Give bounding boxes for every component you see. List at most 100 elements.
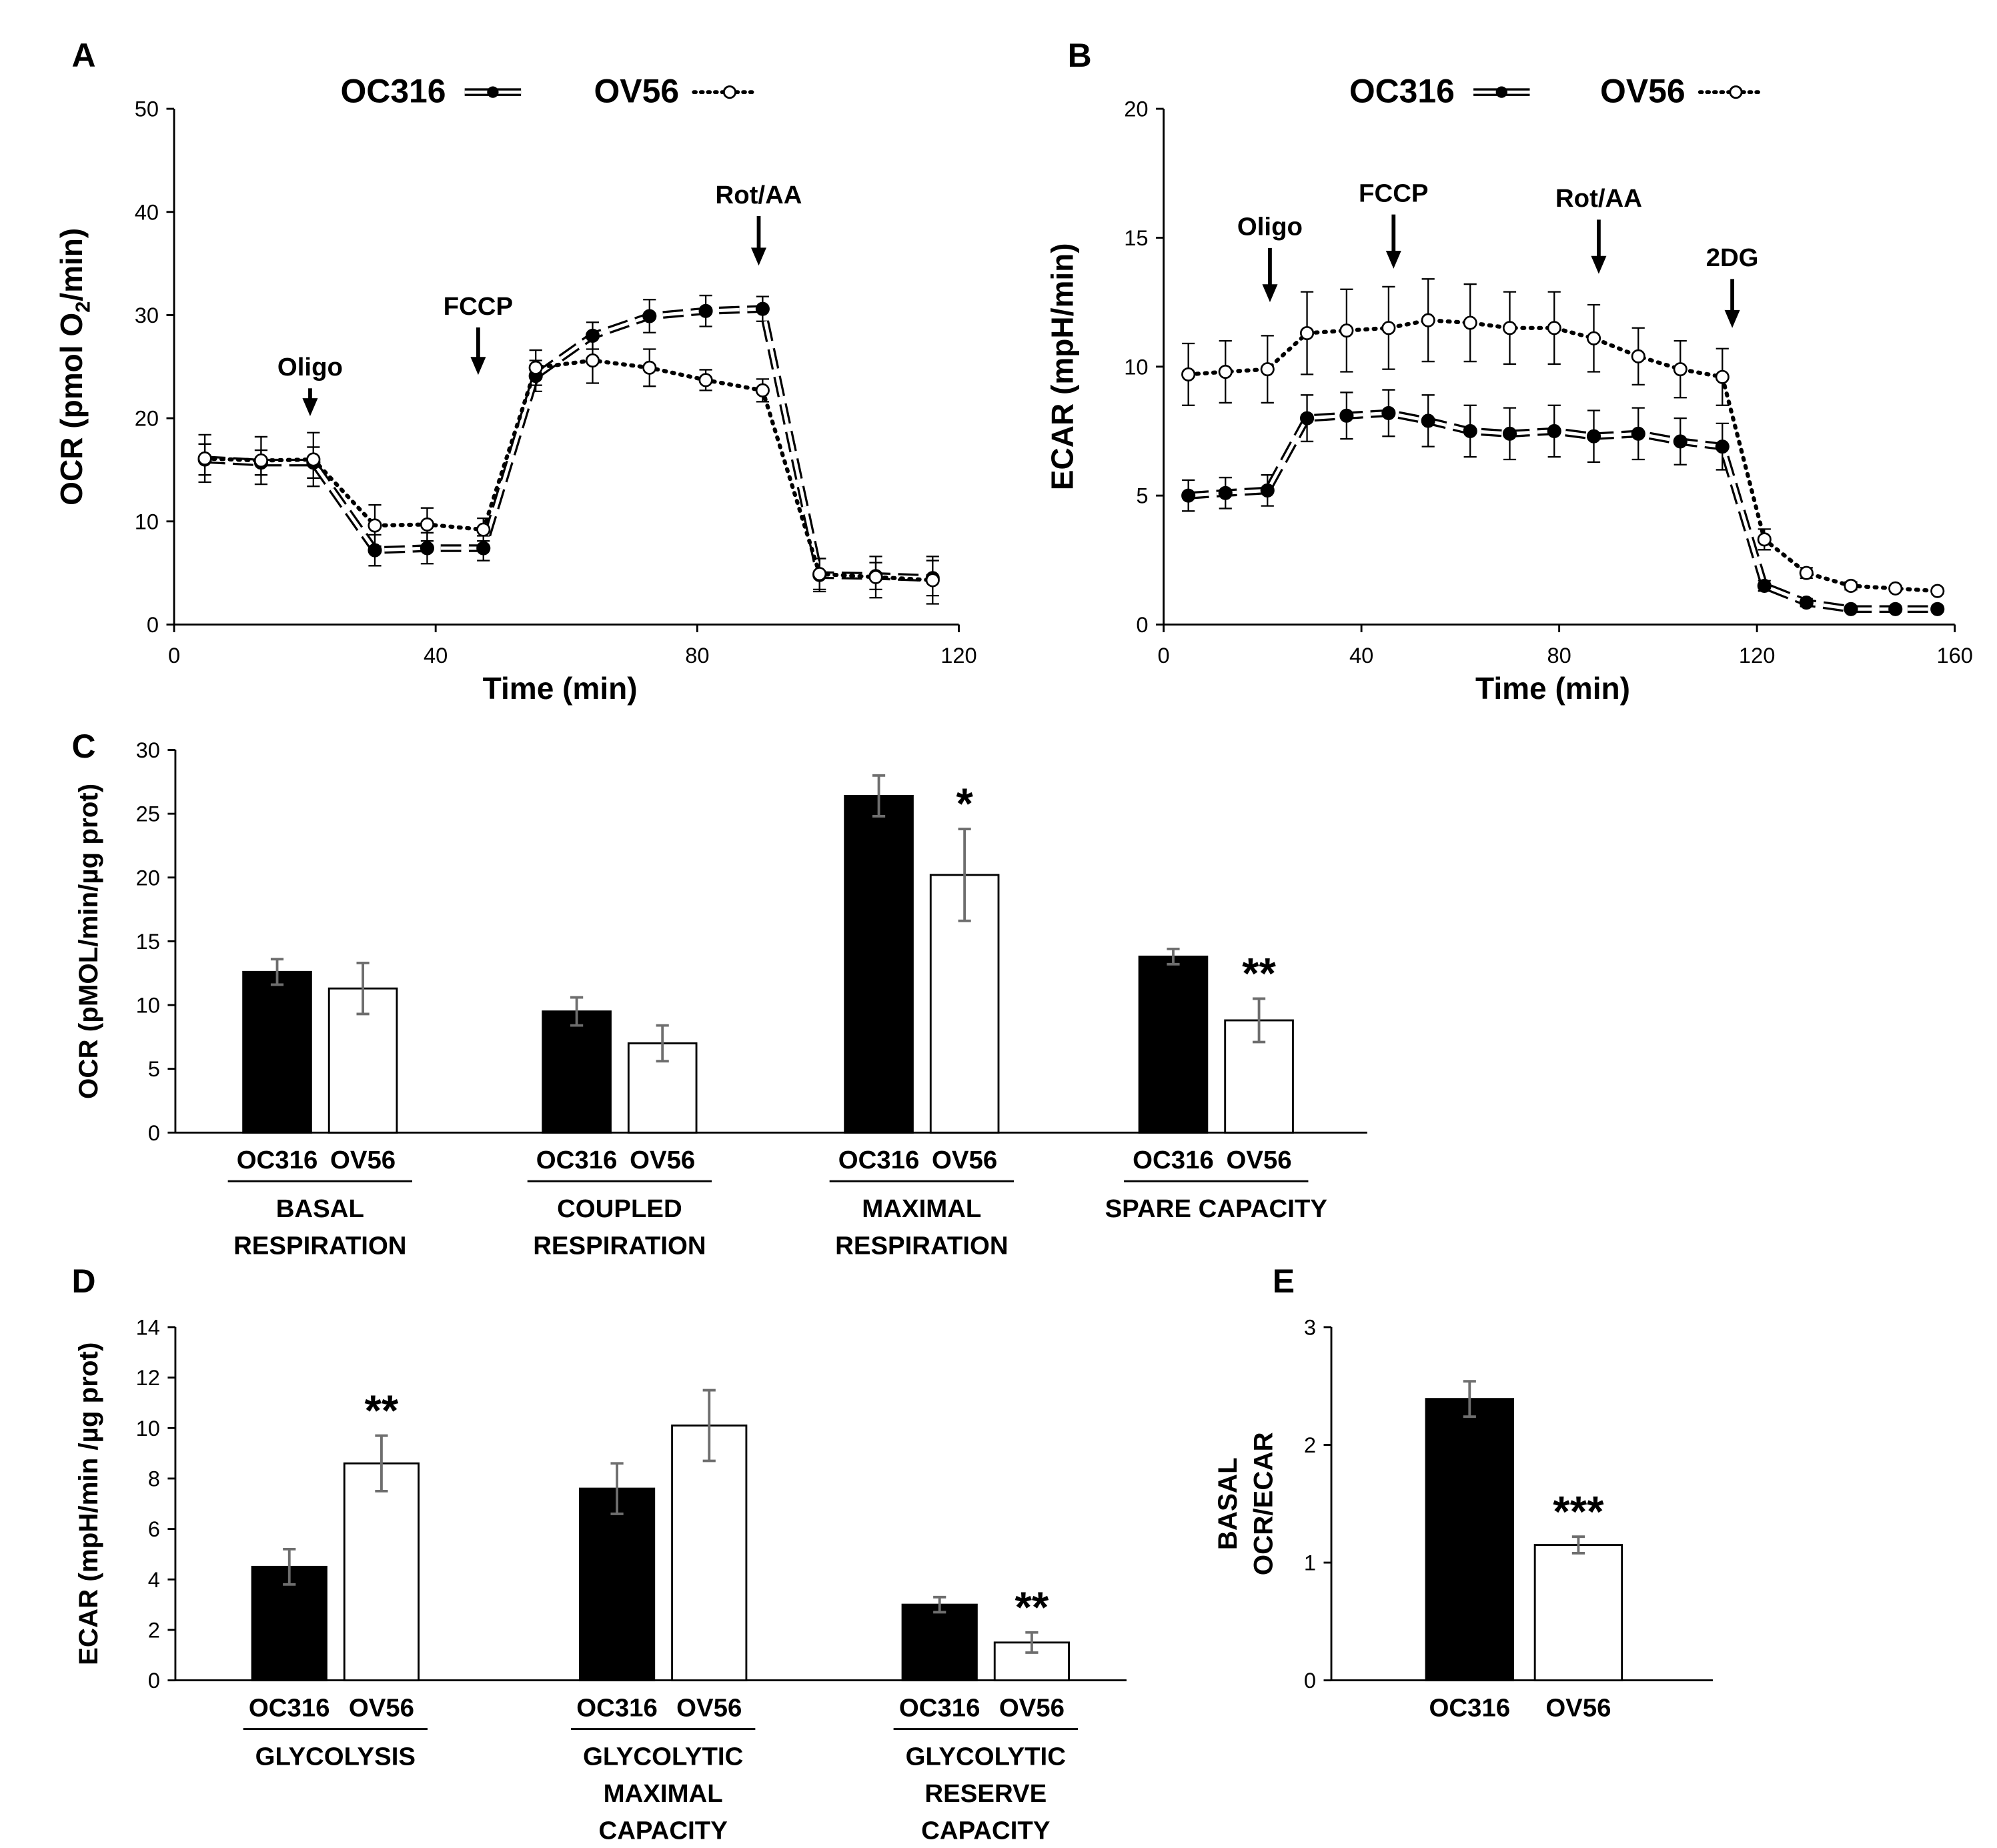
x-tick-label: 0 [168, 643, 180, 668]
group-label: CAPACITY [921, 1817, 1050, 1845]
y-tick-label: 4 [148, 1567, 160, 1592]
y-tick-label: 25 [136, 802, 160, 826]
annotation-arrow-head [1724, 309, 1740, 328]
data-point-oc316 [1888, 602, 1903, 616]
bar-label: OV56 [999, 1693, 1065, 1722]
data-point-oc316 [1260, 483, 1275, 498]
data-point-oc316 [1339, 408, 1354, 423]
annotation-arrow-head [1262, 284, 1278, 303]
data-point-oc316 [1673, 434, 1688, 449]
significance-marker: ** [365, 1386, 399, 1435]
bar-oc316 [901, 1603, 978, 1682]
series-line-ov56 [1186, 318, 1940, 594]
data-point-ov56 [1757, 532, 1772, 547]
data-point-oc316 [1715, 439, 1730, 454]
bar-oc316 [242, 970, 312, 1134]
bar-label: OC316 [838, 1146, 920, 1174]
data-point-oc316 [1463, 423, 1477, 439]
bar-label: OC316 [237, 1146, 318, 1174]
y-axis-title: ECAR (mpH/min) [1045, 243, 1079, 490]
group-label: GLYCOLYSIS [255, 1742, 416, 1771]
annotation-label-rot-aa: Rot/AA [715, 181, 802, 209]
y-tick-label: 20 [135, 406, 159, 431]
bar-label: OV56 [932, 1146, 997, 1174]
bar-ov56 [671, 1425, 748, 1682]
data-point-ov56 [1502, 321, 1517, 335]
data-point-oc316 [1502, 426, 1517, 441]
y-tick-label: 3 [1304, 1314, 1316, 1339]
bar-label: OC316 [576, 1693, 658, 1722]
group-label: GLYCOLYTIC [906, 1742, 1066, 1771]
annotation-arrow-head [1385, 250, 1401, 269]
y-tick-label: 0 [1304, 1668, 1316, 1693]
data-point-oc316 [755, 301, 770, 316]
group-label: RESERVE [924, 1779, 1047, 1808]
group-label: SPARE CAPACITY [1105, 1194, 1327, 1223]
data-point-oc316 [1181, 488, 1196, 503]
annotation-label-2dg: 2DG [1706, 243, 1759, 272]
y-axis-title: OCR (pmol O2/min) [54, 228, 95, 506]
data-point-ov56 [755, 383, 770, 397]
bar-label: OV56 [676, 1693, 742, 1722]
y-tick-label: 8 [148, 1466, 160, 1491]
data-point-ov56 [1463, 315, 1477, 330]
data-point-ov56 [368, 518, 382, 533]
data-point-ov56 [420, 517, 434, 532]
bar-label: OV56 [1226, 1146, 1291, 1174]
group-label: MAXIMAL [862, 1194, 981, 1223]
y-axis-title-end: /min) [54, 228, 89, 301]
panel-label: C [71, 728, 95, 765]
y-tick-label: 14 [136, 1314, 160, 1339]
panel-a: A OC316 OV56 0 10 20 30 40 50 0 40 80 120 Time (min) O… [54, 37, 977, 706]
data-point-oc316 [1799, 596, 1814, 610]
panel-label: A [71, 37, 95, 74]
group-label: RESPIRATION [533, 1232, 706, 1260]
significance-marker: ** [1015, 1583, 1049, 1631]
bar-label: OV56 [630, 1146, 695, 1174]
data-point-oc316 [642, 309, 657, 323]
y-axis-title: OCR/ECAR [1249, 1432, 1279, 1575]
panel-label: B [1068, 37, 1092, 74]
y-tick-label: 15 [136, 929, 160, 954]
data-point-ov56 [925, 573, 940, 588]
y-axis-title: BASAL [1213, 1457, 1243, 1550]
data-point-ov56 [642, 360, 657, 375]
x-tick-label: 80 [685, 643, 709, 668]
data-point-ov56 [1715, 369, 1730, 384]
x-axis-title: Time (min) [1475, 671, 1630, 706]
y-tick-label: 5 [148, 1056, 160, 1081]
data-point-oc316 [1631, 426, 1645, 441]
annotation-label-oligo: Oligo [277, 353, 343, 381]
y-tick-label: 30 [136, 738, 160, 762]
bar-oc316 [1425, 1398, 1514, 1682]
significance-marker: ** [1242, 949, 1276, 998]
bar-label: OV56 [330, 1146, 396, 1174]
data-point-ov56 [1631, 349, 1645, 363]
data-point-ov56 [1930, 584, 1945, 598]
group-label: COUPLED [557, 1194, 682, 1223]
group-label: RESPIRATION [233, 1232, 406, 1260]
bar-ov56 [343, 1462, 420, 1682]
bar-label: OC316 [1429, 1693, 1510, 1722]
data-point-ov56 [868, 570, 883, 584]
significance-marker: *** [1553, 1487, 1604, 1536]
data-point-oc316 [1421, 413, 1435, 428]
bar-oc316 [542, 1010, 612, 1134]
significance-marker: * [956, 780, 973, 828]
bar-label: OC316 [1133, 1146, 1214, 1174]
y-tick-label: 50 [135, 97, 159, 121]
x-tick-label: 40 [1349, 643, 1373, 668]
y-tick-label: 30 [135, 303, 159, 327]
data-point-ov56 [1799, 566, 1814, 580]
y-tick-label: 6 [148, 1517, 160, 1541]
legend-marker-ov56 [722, 85, 737, 99]
bar-label: OV56 [1545, 1693, 1611, 1722]
x-tick-label: 120 [1739, 643, 1775, 668]
group-label: BASAL [276, 1194, 364, 1223]
y-tick-label: 2 [148, 1617, 160, 1642]
y-tick-label: 0 [148, 1120, 160, 1145]
data-point-ov56 [812, 567, 827, 582]
data-point-oc316 [698, 303, 713, 318]
data-point-ov56 [476, 522, 491, 537]
